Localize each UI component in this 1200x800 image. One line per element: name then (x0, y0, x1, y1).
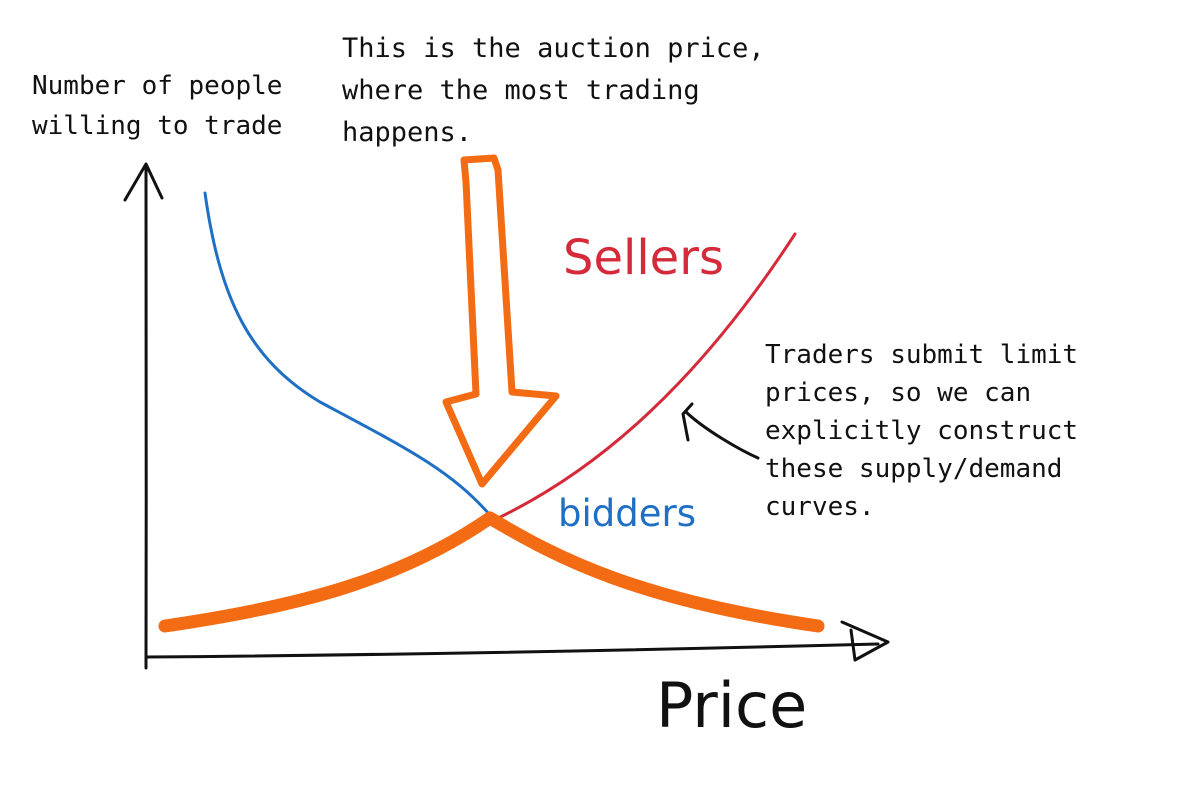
x-axis-line (144, 642, 880, 659)
auction-price-annotation: This is the auction price, where the mos… (342, 33, 765, 148)
y-axis-label: Number of people willing to trade (32, 71, 283, 141)
bidders-curve (203, 191, 492, 517)
y-axis-arrowhead (123, 162, 164, 202)
annotation-pointer-head (681, 402, 694, 442)
bidders-label: bidders (558, 492, 696, 535)
auction-price-arrow (442, 154, 560, 488)
traders-annotation: Traders submit limit prices, so we can e… (765, 340, 1079, 522)
annotation-pointer-line (684, 410, 760, 460)
sellers-curve (492, 232, 797, 522)
x-axis-arrowhead (840, 620, 890, 662)
sellers-label: Sellers (563, 230, 724, 286)
x-axis-label: Price (656, 669, 808, 742)
trading-volume-curve (158, 511, 825, 633)
